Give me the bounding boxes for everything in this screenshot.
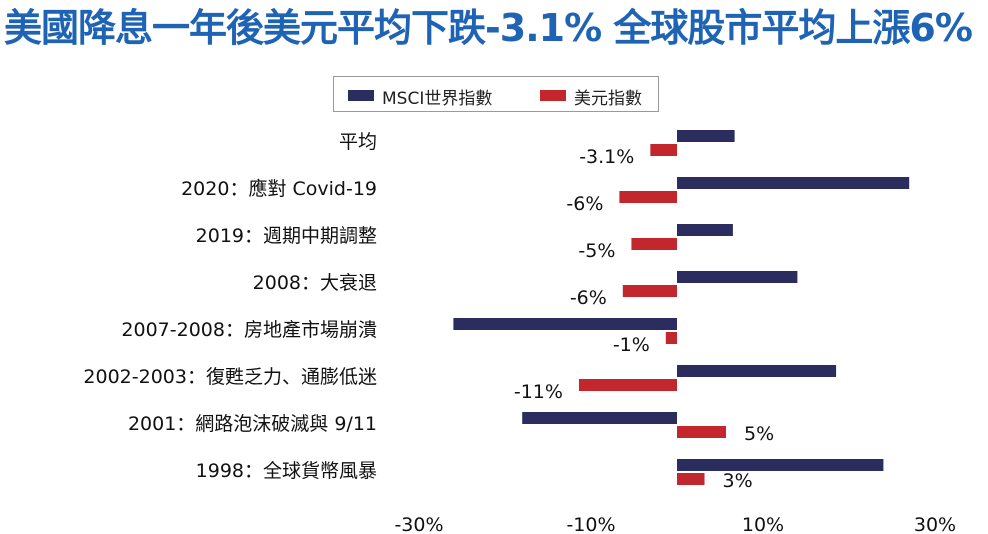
data-label: -6% [566, 193, 603, 215]
category-label: 2020：應對 Covid-19 [181, 177, 377, 200]
category-label: 2007-2008：房地產市場崩潰 [121, 319, 377, 341]
bar-msci [677, 130, 735, 142]
legend-label-usd: 美元指數 [574, 89, 642, 109]
category-label: 2002-2003：復甦乏力、通膨低迷 [83, 366, 377, 388]
data-label: -11% [514, 381, 563, 403]
category-label: 平均 [339, 131, 377, 153]
bar-usd [622, 285, 677, 297]
bar-usd [677, 473, 705, 485]
chart-legend: MSCI世界指數 美元指數 [333, 76, 659, 112]
data-label: 5% [744, 423, 774, 445]
bar-msci [677, 271, 798, 283]
data-label: 3% [723, 470, 753, 492]
bar-usd [578, 379, 677, 391]
bar-usd [665, 332, 677, 344]
bar-usd [677, 426, 727, 438]
data-label: -1% [613, 334, 650, 356]
bar-usd [650, 144, 677, 156]
legend-swatch-usd [540, 90, 566, 101]
category-label: 2008：大衰退 [253, 272, 377, 294]
data-label: -5% [578, 240, 615, 262]
legend-swatch-msci [348, 90, 374, 101]
category-label: 2019：週期中期調整 [196, 225, 377, 247]
bar-usd [631, 238, 677, 250]
data-label: -6% [570, 287, 607, 309]
bar-msci [677, 459, 884, 471]
bar-usd [619, 191, 677, 203]
bar-msci [677, 177, 910, 189]
chart-title: 美國降息一年後美元平均下跌-3.1% 全球股市平均上漲6% [4, 6, 973, 50]
bar-msci [453, 318, 677, 330]
bar-msci [677, 224, 733, 236]
x-tick-label: 10% [742, 514, 784, 534]
x-tick-label: 30% [914, 514, 956, 534]
category-label: 2001：網路泡沫破滅與 9/11 [128, 413, 377, 435]
legend-label-msci: MSCI世界指數 [382, 89, 493, 109]
x-tick-label: -30% [394, 514, 443, 534]
category-label: 1998：全球貨幣風暴 [196, 460, 377, 482]
data-label: -3.1% [579, 146, 634, 168]
bar-msci [677, 365, 837, 377]
bar-msci [522, 412, 677, 424]
x-tick-label: -10% [566, 514, 615, 534]
